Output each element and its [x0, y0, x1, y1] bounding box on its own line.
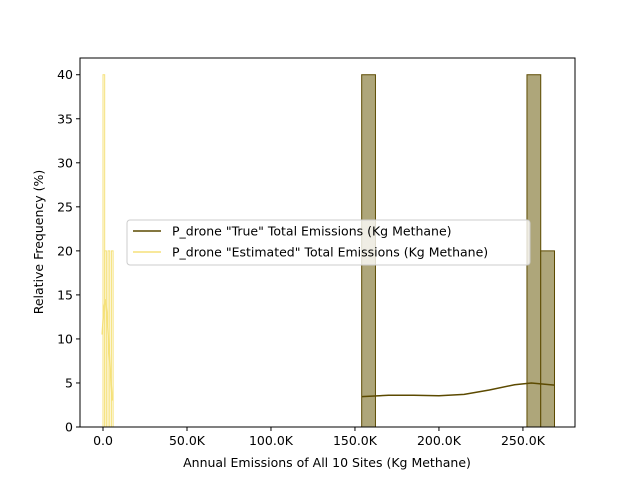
x-tick-label: 0.0 [93, 433, 113, 448]
y-axis-label: Relative Frequency (%) [31, 170, 46, 315]
y-tick-label: 40 [57, 67, 73, 82]
y-tick-label: 5 [65, 375, 73, 390]
x-tick-label: 250.0K [501, 433, 546, 448]
x-tick-label: 200.0K [417, 433, 462, 448]
y-tick-label: 10 [57, 331, 73, 346]
x-axis-label: Annual Emissions of All 10 Sites (Kg Met… [183, 455, 471, 470]
y-tick-label: 30 [57, 155, 73, 170]
axes-frame [79, 57, 576, 428]
y-tick-label: 20 [57, 243, 73, 258]
legend-label: P_drone "True" Total Emissions (Kg Metha… [172, 224, 452, 239]
y-tick-label: 35 [57, 111, 73, 126]
histogram-bar [540, 250, 556, 428]
kde-line [101, 299, 113, 401]
y-tick-label: 25 [57, 199, 73, 214]
x-tick-label: 50.0K [169, 433, 206, 448]
legend-box [126, 219, 531, 266]
y-tick-label: 0 [65, 420, 73, 435]
x-tick-label: 150.0K [333, 433, 378, 448]
x-tick-label: 100.0K [249, 433, 294, 448]
kde-line [361, 382, 555, 398]
legend-label: P_drone "Estimated" Total Emissions (Kg … [172, 245, 488, 260]
y-tick-label: 15 [57, 287, 73, 302]
